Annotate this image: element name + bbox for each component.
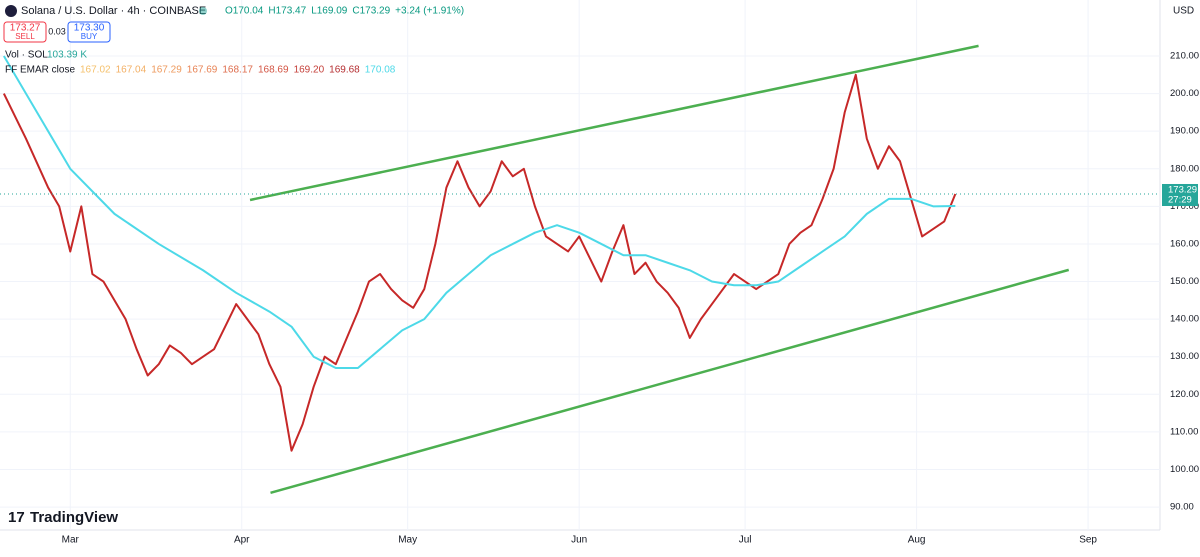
ohlc-value: C173.29 (352, 6, 390, 17)
brand-logo: 17 (8, 509, 25, 526)
ohlc-value: +3.24 (+1.91%) (395, 6, 464, 17)
sell-label: SELL (15, 32, 35, 41)
buy-price: 173.30 (74, 23, 105, 34)
plot: 90.00 100.00 110.00 120.00 130.00 140.00 150.0… (0, 0, 1199, 546)
status-dot (199, 7, 207, 15)
series-line (249, 44, 979, 202)
ohlc-value: L169.09 (311, 6, 348, 17)
series-line (3, 55, 956, 369)
y-tick-label: 140.00 (1170, 314, 1199, 325)
price-label: 173.29 (1168, 185, 1197, 196)
x-tick-label: Aug (908, 535, 926, 546)
sell-price: 173.27 (10, 23, 41, 34)
ema-value: 167.04 (116, 65, 147, 76)
ema-value: 167.02 (80, 65, 111, 76)
header: Solana / U.S. Dollar · 4h · COINBASE 173… (3, 5, 1194, 526)
x-tick-label: Mar (62, 535, 80, 546)
price-box (1162, 183, 1198, 206)
series-line (270, 268, 1070, 494)
y-tick-label: 150.00 (1170, 276, 1199, 287)
y-tick-label: 130.00 (1170, 351, 1199, 362)
volume-value: 103.39 K (47, 50, 87, 61)
y-tick-label: 100.00 (1170, 464, 1199, 475)
y-tick-label: 190.00 (1170, 126, 1199, 137)
x-tick-label: Sep (1079, 535, 1097, 546)
spread: 0.03 (48, 26, 66, 36)
y-tick-label: 180.00 (1170, 163, 1199, 174)
y-tick-label: 90.00 (1170, 502, 1194, 513)
ema-label: FF EMAR close (5, 65, 75, 76)
x-tick-label: Jul (739, 535, 752, 546)
ema-value: 170.08 (365, 65, 396, 76)
brand: TradingView (30, 509, 118, 526)
ema-value: 169.68 (329, 65, 360, 76)
series-line (2, 73, 957, 452)
y-tick-label: 200.00 (1170, 88, 1199, 99)
ema-value: 167.29 (151, 65, 182, 76)
y-tick-label: 210.00 (1170, 51, 1199, 62)
countdown: 27:29 (1168, 195, 1192, 206)
buy-label: BUY (81, 32, 98, 41)
ohlc-value: H173.47 (268, 6, 306, 17)
x-tick-label: Apr (234, 535, 250, 546)
ohlc-value: O170.04 (225, 6, 264, 17)
buy-button[interactable] (67, 21, 111, 43)
x-tick-label: Jun (571, 535, 587, 546)
y-tick-label: 160.00 (1170, 238, 1199, 249)
symbol: Solana / U.S. Dollar · 4h · COINBASE (21, 5, 206, 17)
y-tick-label: 170.00 (1170, 201, 1199, 212)
symbol-icon (5, 5, 17, 17)
ema-value: 169.20 (294, 65, 325, 76)
ema-value: 168.69 (258, 65, 289, 76)
ema-value: 167.69 (187, 65, 218, 76)
x-tick-label: May (398, 535, 417, 546)
y-tick-label: 110.00 (1170, 426, 1198, 437)
currency[interactable]: USD (1173, 6, 1194, 17)
y-tick-label: 120.00 (1170, 389, 1199, 400)
volume-label: Vol · SOL (5, 50, 48, 61)
ema-value: 168.17 (222, 65, 253, 76)
sell-button[interactable] (3, 21, 47, 43)
